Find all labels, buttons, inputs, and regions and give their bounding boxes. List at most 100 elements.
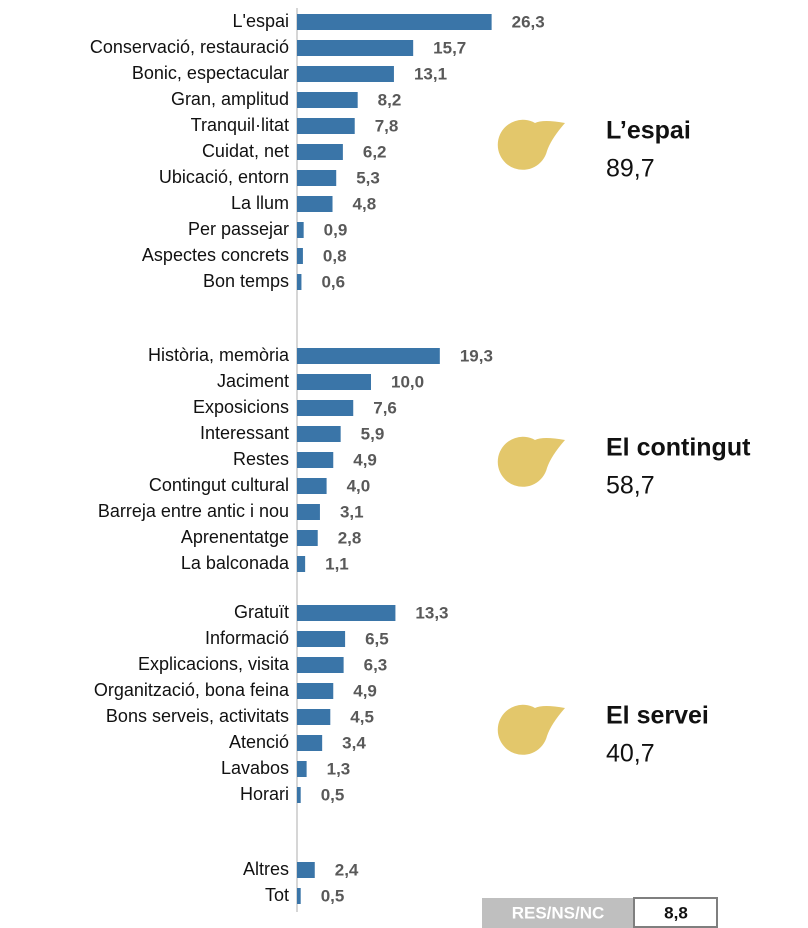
category-label: L'espai (233, 11, 289, 31)
group-total: 89,7 (606, 155, 655, 183)
callout-drop (497, 704, 565, 755)
value-label: 1,1 (325, 554, 349, 573)
group-total: 58,7 (606, 472, 655, 500)
value-label: 3,1 (340, 502, 364, 521)
value-label: 2,4 (335, 860, 359, 879)
group-title: L’espai (606, 117, 691, 145)
value-label: 4,9 (353, 450, 377, 469)
bar (297, 66, 394, 82)
category-label: Cuidat, net (202, 141, 289, 161)
category-label: Aspectes concrets (142, 245, 289, 265)
category-label: Explicacions, visita (138, 654, 290, 674)
value-label: 4,5 (350, 707, 374, 726)
bar (297, 196, 333, 212)
category-label: Tranquil·litat (191, 115, 289, 135)
category-label: Lavabos (221, 758, 289, 778)
value-label: 0,6 (321, 272, 345, 291)
bar (297, 92, 358, 108)
bar (297, 14, 492, 30)
bar (297, 888, 301, 904)
category-label: Gran, amplitud (171, 89, 289, 109)
value-label: 5,9 (361, 424, 385, 443)
value-label: 4,0 (347, 476, 371, 495)
value-label: 7,8 (375, 116, 399, 135)
bar (297, 348, 440, 364)
value-label: 6,5 (365, 629, 389, 648)
bar (297, 530, 318, 546)
bar (297, 452, 334, 468)
category-label: Barreja entre antic i nou (98, 501, 289, 521)
category-label: Bonic, espectacular (132, 63, 289, 83)
box-value: 8,8 (664, 903, 688, 922)
bar (297, 683, 334, 699)
category-label: Aprenentatge (181, 527, 289, 547)
callout-drop (497, 436, 565, 487)
value-label: 26,3 (512, 12, 545, 31)
box-label: RES/NS/NC (512, 903, 605, 922)
category-label: Restes (233, 449, 289, 469)
category-label: Jaciment (217, 371, 289, 391)
value-label: 15,7 (433, 38, 466, 57)
bar (297, 605, 396, 621)
category-label: Interessant (200, 423, 289, 443)
bar (297, 787, 301, 803)
value-label: 8,2 (378, 90, 402, 109)
category-label: Història, memòria (148, 345, 290, 365)
bar (297, 862, 315, 878)
bar (297, 657, 344, 673)
category-label: Ubicació, entorn (159, 167, 289, 187)
category-label: Altres (243, 859, 289, 879)
category-label: Contingut cultural (149, 475, 289, 495)
category-label: Bon temps (203, 271, 289, 291)
category-label: Gratuït (234, 602, 289, 622)
value-label: 13,3 (415, 603, 448, 622)
bar (297, 40, 414, 56)
value-label: 10,0 (391, 372, 424, 391)
category-label: Tot (265, 885, 289, 905)
value-label: 7,6 (373, 398, 397, 417)
bar (297, 248, 303, 264)
group-title: El servei (606, 702, 709, 730)
value-label: 0,9 (324, 220, 348, 239)
bar (297, 556, 306, 572)
category-label: Organització, bona feina (94, 680, 290, 700)
box-label-bg (482, 898, 634, 928)
value-label: 5,3 (356, 168, 380, 187)
bar (297, 222, 304, 238)
bar (297, 144, 343, 160)
box-value-bg (633, 897, 718, 928)
value-label: 2,8 (338, 528, 362, 547)
category-label: Per passejar (188, 219, 289, 239)
value-label: 1,3 (327, 759, 351, 778)
category-label: Horari (240, 784, 289, 804)
category-label: Exposicions (193, 397, 289, 417)
bar (297, 118, 355, 134)
callout-drop (497, 119, 565, 170)
value-label: 0,5 (321, 886, 345, 905)
category-label: Conservació, restauració (90, 37, 289, 57)
bar (297, 274, 302, 290)
category-label: La llum (231, 193, 289, 213)
value-label: 3,4 (342, 733, 366, 752)
value-label: 4,9 (353, 681, 377, 700)
bar (297, 631, 346, 647)
category-label: Atenció (229, 732, 289, 752)
bar (297, 374, 371, 390)
value-label: 0,5 (321, 785, 345, 804)
category-label: Informació (205, 628, 289, 648)
bar (297, 761, 307, 777)
bar (297, 170, 337, 186)
value-label: 6,2 (363, 142, 387, 161)
group-title: El contingut (606, 434, 751, 462)
value-label: 13,1 (414, 64, 447, 83)
category-label: La balconada (181, 553, 290, 573)
bar (297, 400, 354, 416)
bar (297, 478, 327, 494)
group-total: 40,7 (606, 740, 655, 768)
value-label: 19,3 (460, 346, 493, 365)
bar (297, 426, 341, 442)
value-label: 4,8 (353, 194, 377, 213)
bar (297, 735, 323, 751)
bar (297, 709, 331, 725)
